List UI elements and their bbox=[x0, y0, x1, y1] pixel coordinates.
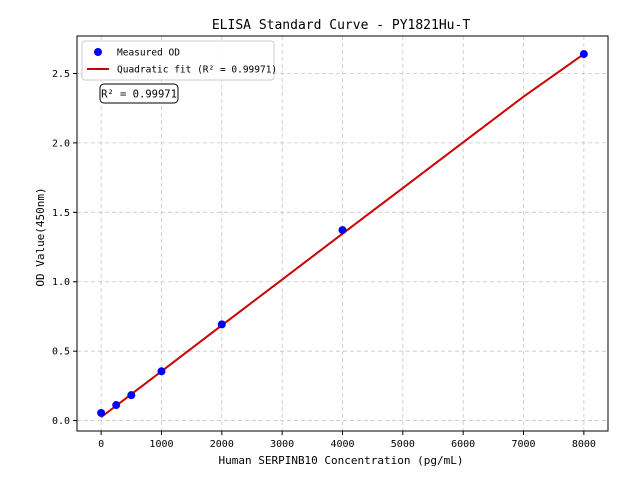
data-point bbox=[112, 401, 121, 410]
y-tick-label: 1.5 bbox=[52, 208, 70, 219]
x-axis-label: Human SERPINB10 Concentration (pg/mL) bbox=[218, 454, 463, 467]
y-tick-label: 1.0 bbox=[52, 277, 70, 288]
y-tick-label: 0.5 bbox=[52, 347, 70, 358]
x-tick-label: 1000 bbox=[149, 439, 173, 450]
x-tick-label: 4000 bbox=[330, 439, 354, 450]
axes-layer: 0 1000 2000 3000 4000 5000 6000 7000 8000 0.0 0.5 1… bbox=[52, 35, 609, 450]
x-tick-label: 0 bbox=[98, 439, 104, 450]
data-point bbox=[127, 391, 136, 400]
y-tick-label: 2.5 bbox=[52, 69, 70, 80]
data-point bbox=[217, 320, 226, 329]
chart-title: ELISA Standard Curve - PY1821Hu-T bbox=[212, 18, 470, 33]
x-tick-label: 8000 bbox=[572, 439, 596, 450]
legend-frame bbox=[81, 40, 275, 81]
data-point bbox=[338, 226, 347, 235]
r-squared-annotation: R² = 0.99971 bbox=[99, 83, 179, 104]
data-point bbox=[97, 408, 106, 417]
annotation-frame bbox=[99, 83, 179, 104]
data-point bbox=[579, 50, 588, 59]
legend-label: Quadratic fit (R² = 0.99971) bbox=[117, 65, 277, 76]
fit-line bbox=[100, 53, 585, 418]
legend-label: Measured OD bbox=[117, 48, 180, 59]
x-tick-label: 7000 bbox=[511, 439, 535, 450]
y-axis-label: OD Value(450nm) bbox=[34, 187, 47, 286]
x-tick-label: 2000 bbox=[210, 439, 234, 450]
grid-layer bbox=[77, 36, 608, 431]
legend: Measured OD Quadratic fit (R² = 0.99971) bbox=[81, 40, 277, 81]
y-tick-label: 0.0 bbox=[52, 416, 70, 427]
x-tick-label: 6000 bbox=[451, 439, 475, 450]
annotation-text: R² = 0.99971 bbox=[101, 89, 177, 101]
series-layer bbox=[97, 50, 588, 418]
x-tick-label: 5000 bbox=[391, 439, 415, 450]
x-tick-label: 3000 bbox=[270, 439, 294, 450]
data-point bbox=[157, 367, 166, 376]
legend-marker-circle bbox=[94, 48, 102, 56]
y-tick-label: 2.0 bbox=[52, 138, 70, 149]
